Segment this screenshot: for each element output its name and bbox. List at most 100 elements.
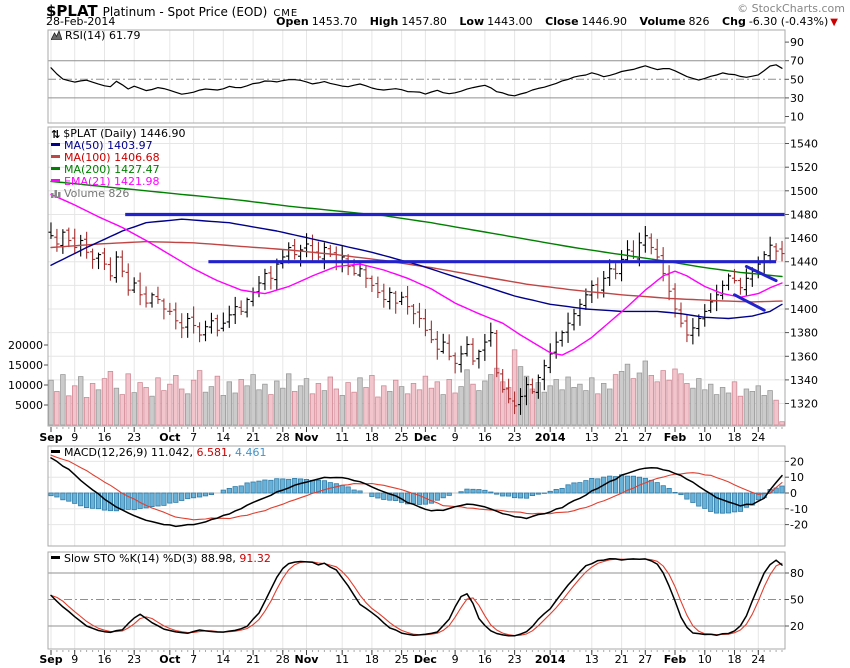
svg-text:1400: 1400 <box>790 303 818 316</box>
sto-name: Slow STO %K(14) %D(3) <box>64 552 198 565</box>
macd-name: MACD(12,26,9) <box>64 446 148 459</box>
price-legend: ⇅ $PLAT (Daily) 1446.90 MA(50) 1403.97 MA… <box>51 128 186 200</box>
svg-text:10: 10 <box>790 471 804 484</box>
macd-value: 11.042, <box>151 446 194 459</box>
sto-d-line <box>50 558 783 637</box>
svg-text:30: 30 <box>790 92 804 105</box>
svg-text:10: 10 <box>698 431 712 444</box>
svg-text:25: 25 <box>395 431 409 444</box>
svg-text:28: 28 <box>276 431 290 444</box>
svg-text:90: 90 <box>790 36 804 49</box>
chart-header: $PLAT Platinum - Spot Price (EOD) CME <box>46 1 298 20</box>
svg-text:1440: 1440 <box>790 256 818 269</box>
svg-text:24: 24 <box>751 431 765 444</box>
svg-text:10: 10 <box>698 653 712 666</box>
sto-k-line <box>50 557 783 637</box>
macd-line <box>50 457 783 528</box>
svg-text:50: 50 <box>790 594 804 607</box>
ma100-label: MA(100) 1406.68 <box>64 151 160 164</box>
svg-text:1360: 1360 <box>790 350 818 363</box>
open-value: 1453.70 <box>311 15 358 28</box>
high-label: High <box>369 15 399 28</box>
sto-legend: Slow STO %K(14) %D(3) 88.98, 91.32 <box>51 553 271 565</box>
svg-text:1540: 1540 <box>790 138 818 151</box>
open-label: Open <box>276 15 309 28</box>
svg-text:27: 27 <box>638 653 652 666</box>
rsi-legend: RSI(14) 61.79 <box>51 30 140 42</box>
svg-text:23: 23 <box>508 431 522 444</box>
ema21-legend: EMA(21) 1421.98 <box>51 176 186 188</box>
svg-text:21: 21 <box>615 431 629 444</box>
ma200-swatch-icon <box>51 167 60 170</box>
rsi-legend-label: RSI(14) 61.79 <box>65 29 141 42</box>
svg-text:1520: 1520 <box>790 161 818 174</box>
symbol: $PLAT <box>46 2 98 20</box>
close-value: 1446.90 <box>581 15 628 28</box>
overlay-ema21 <box>50 193 783 356</box>
svg-text:24: 24 <box>751 653 765 666</box>
svg-text:13: 13 <box>585 431 599 444</box>
sto-d-value: 91.32 <box>239 552 271 565</box>
svg-text:1340: 1340 <box>790 374 818 387</box>
svg-text:1460: 1460 <box>790 232 818 245</box>
copyright: © StockCharts.com <box>737 2 845 15</box>
svg-text:1420: 1420 <box>790 279 818 292</box>
svg-text:27: 27 <box>638 431 652 444</box>
y-axis-labels: 1540152015001480146014401420140013801360… <box>8 36 818 633</box>
svg-text:16: 16 <box>98 653 112 666</box>
svg-text:14: 14 <box>216 653 230 666</box>
svg-text:2014: 2014 <box>535 653 566 666</box>
ma100-legend: MA(100) 1406.68 <box>51 152 186 164</box>
svg-text:Nov: Nov <box>295 653 320 666</box>
svg-text:1320: 1320 <box>790 398 818 411</box>
svg-text:Feb: Feb <box>664 653 687 666</box>
volume-bars-icon <box>51 190 61 198</box>
svg-text:20: 20 <box>790 620 804 633</box>
svg-text:21: 21 <box>615 653 629 666</box>
svg-text:9: 9 <box>452 431 459 444</box>
price-legend-title: $PLAT (Daily) 1446.90 <box>63 127 186 140</box>
svg-text:25: 25 <box>395 653 409 666</box>
svg-text:Oct: Oct <box>159 431 180 444</box>
svg-text:7: 7 <box>190 653 197 666</box>
chart-date: 28-Feb-2014 <box>46 15 116 28</box>
svg-text:5000: 5000 <box>15 399 43 412</box>
svg-text:21: 21 <box>246 431 260 444</box>
svg-text:20000: 20000 <box>8 339 43 352</box>
svg-text:1380: 1380 <box>790 327 818 340</box>
volume-bars <box>48 349 785 426</box>
volume-value: 826 <box>688 15 710 28</box>
close-label: Close <box>545 15 579 28</box>
svg-text:23: 23 <box>127 653 141 666</box>
svg-text:28: 28 <box>276 653 290 666</box>
volume-legend: Volume 826 <box>51 188 186 200</box>
svg-text:18: 18 <box>728 431 742 444</box>
svg-text:80: 80 <box>790 567 804 580</box>
svg-text:50: 50 <box>790 73 804 86</box>
svg-text:Oct: Oct <box>159 653 180 666</box>
svg-text:10000: 10000 <box>8 379 43 392</box>
svg-text:23: 23 <box>127 431 141 444</box>
change-down-arrow-icon: ▼ <box>830 17 838 28</box>
svg-text:21: 21 <box>246 653 260 666</box>
svg-text:Feb: Feb <box>664 431 687 444</box>
svg-text:Sep: Sep <box>39 431 62 444</box>
price-legend-title-row: ⇅ $PLAT (Daily) 1446.90 <box>51 127 186 141</box>
sto-k-value: 88.98, <box>200 552 236 565</box>
change-label: Chg <box>722 15 746 28</box>
svg-text:16: 16 <box>478 431 492 444</box>
svg-text:0: 0 <box>790 487 797 500</box>
svg-text:18: 18 <box>728 653 742 666</box>
svg-text:Dec: Dec <box>414 653 437 666</box>
change-value: -6.30 (-0.43%) <box>748 15 829 28</box>
ema21-label: EMA(21) 1421.98 <box>64 175 160 188</box>
low-label: Low <box>459 15 485 28</box>
svg-text:9: 9 <box>71 653 78 666</box>
svg-text:11: 11 <box>335 653 349 666</box>
macd-hist-value: 4.461 <box>235 446 267 459</box>
volume-label: Volume <box>639 15 686 28</box>
macd-swatch-icon <box>51 450 60 453</box>
svg-text:Nov: Nov <box>295 431 320 444</box>
